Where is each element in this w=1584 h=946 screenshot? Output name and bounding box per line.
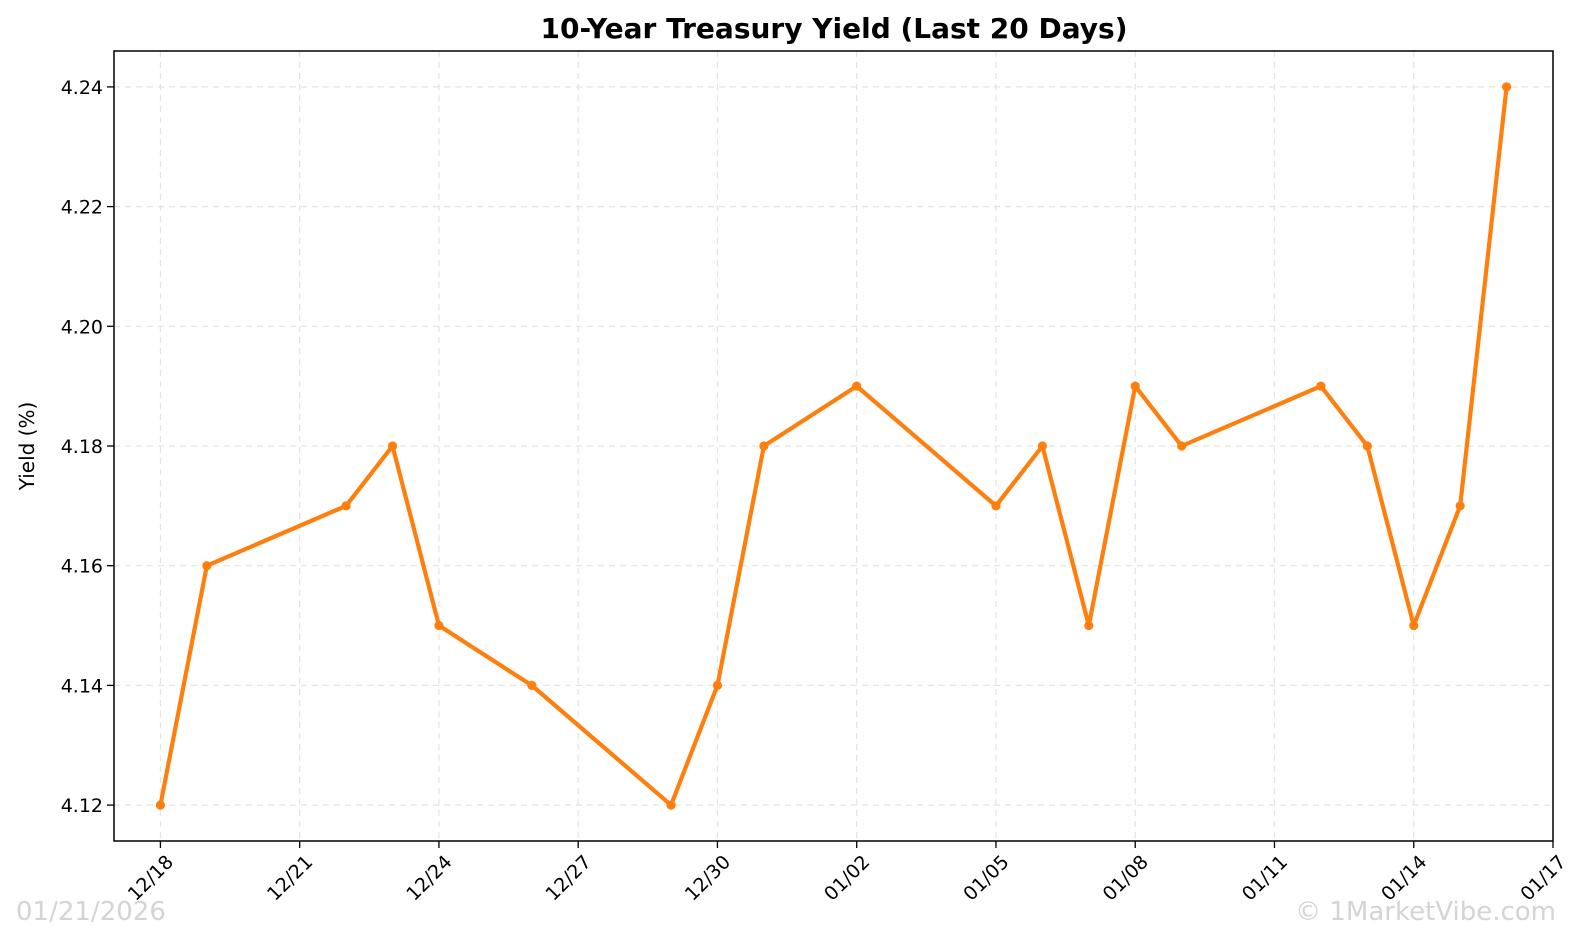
y-tick-label: 4.12 [61, 795, 103, 817]
data-point [759, 441, 769, 451]
source-watermark: © 1MarketVibe.com [1295, 897, 1556, 927]
data-point [434, 620, 444, 631]
y-tick-label: 4.14 [61, 675, 103, 697]
y-tick-label: 4.24 [61, 77, 103, 99]
x-tick-label: 01/05 [959, 851, 1013, 905]
x-tick-label: 12/27 [542, 851, 596, 905]
x-tick-label: 12/30 [681, 851, 735, 905]
axis-ticks: 12/18 12/21 12/24 12/27 12/30 01/02 01/05 01/08… [61, 77, 1571, 905]
data-point [1362, 441, 1372, 451]
data-point [1084, 620, 1094, 631]
data-point [527, 680, 537, 690]
x-tick-label: 01/08 [1099, 851, 1153, 905]
data-point [1409, 620, 1419, 631]
data-point [1177, 441, 1187, 451]
data-point [155, 800, 166, 810]
data-point [666, 800, 676, 810]
x-tick-label: 12/21 [263, 851, 317, 905]
date-watermark: 01/21/2026 [16, 897, 166, 927]
x-tick-label: 01/11 [1238, 851, 1292, 905]
data-point [1501, 82, 1512, 92]
y-tick-label: 4.22 [61, 197, 103, 219]
y-tick-label: 4.20 [61, 316, 103, 338]
series-line [158, 84, 1509, 808]
y-tick-label: 4.18 [61, 436, 103, 458]
data-point [991, 501, 1001, 511]
data-point [1316, 381, 1326, 391]
data-point [341, 501, 351, 511]
data-point [852, 381, 862, 391]
y-axis-label: Yield (%) [15, 402, 39, 492]
x-tick-label: 01/02 [820, 851, 874, 905]
series-layer [155, 82, 1512, 810]
x-tick-label: 12/24 [402, 851, 456, 905]
data-point [1130, 381, 1140, 391]
data-point [712, 680, 723, 690]
data-point [202, 561, 212, 571]
data-point [387, 441, 398, 451]
y-tick-label: 4.16 [61, 556, 103, 578]
chart-title: 10-Year Treasury Yield (Last 20 Days) [540, 12, 1127, 45]
data-point [1455, 501, 1465, 511]
grid [114, 51, 1554, 841]
data-point [1037, 441, 1047, 451]
